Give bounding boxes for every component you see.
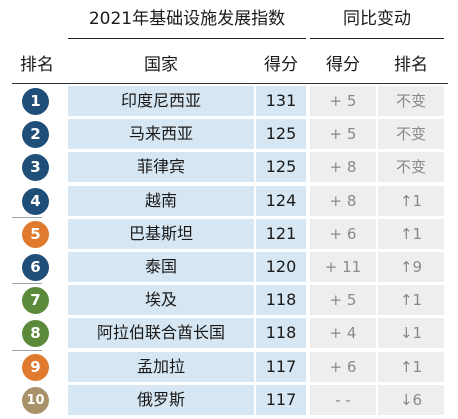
country-cell: 马来西亚 bbox=[68, 119, 254, 150]
group-separator bbox=[12, 216, 42, 218]
header-rule bbox=[12, 83, 448, 84]
score-change-cell: + 4 bbox=[310, 318, 376, 349]
table-row: 7 埃及 118 + 5 ↑1 bbox=[0, 285, 458, 318]
rank-change-cell: ↑1 bbox=[378, 285, 444, 316]
table-row: 5 巴基斯坦 121 + 6 ↑1 bbox=[0, 218, 458, 252]
rank-badge: 9 bbox=[22, 353, 49, 381]
score-cell: 121 bbox=[256, 218, 306, 249]
score-change-column-header: 得分 bbox=[326, 55, 360, 75]
table-row: 8 阿拉伯联合酋长国 118 + 4 ↓1 bbox=[0, 318, 458, 351]
score-change-cell: + 6 bbox=[310, 218, 376, 249]
index-group-title: 2021年基础设施发展指数 bbox=[88, 9, 286, 29]
table-row: 3 菲律宾 125 + 8 不变 bbox=[0, 152, 458, 185]
score-cell: 131 bbox=[256, 86, 306, 116]
rank-badge: 1 bbox=[22, 88, 49, 115]
index-group-underline bbox=[68, 38, 306, 39]
country-cell: 孟加拉 bbox=[68, 351, 254, 382]
score-cell: 118 bbox=[256, 285, 306, 316]
rank-change-cell: ↑1 bbox=[378, 218, 444, 249]
rank-badge: 7 bbox=[22, 287, 49, 315]
country-cell: 泰国 bbox=[68, 252, 254, 282]
country-column-header: 国家 bbox=[144, 55, 178, 75]
table-row: 4 越南 124 + 8 ↑1 bbox=[0, 185, 458, 219]
table-row: 6 泰国 120 + 11 ↑9 bbox=[0, 252, 458, 285]
rank-change-cell: ↓6 bbox=[378, 384, 444, 415]
score-change-cell: + 5 bbox=[310, 285, 376, 316]
group-separator bbox=[12, 283, 42, 285]
score-change-cell: + 6 bbox=[310, 351, 376, 382]
change-group-underline bbox=[310, 38, 444, 39]
country-cell: 巴基斯坦 bbox=[68, 218, 254, 249]
rank-column-header: 排名 bbox=[20, 55, 54, 75]
rank-change-cell: ↓1 bbox=[378, 318, 444, 349]
rank-change-cell: 不变 bbox=[378, 86, 444, 116]
score-change-cell: + 11 bbox=[310, 252, 376, 282]
score-column-header: 得分 bbox=[264, 55, 298, 75]
rank-badge: 10 bbox=[22, 386, 49, 414]
table-row: 10 俄罗斯 117- - ↓6 bbox=[0, 384, 458, 418]
rank-change-column-header: 排名 bbox=[394, 55, 428, 75]
score-change-cell: + 5 bbox=[310, 86, 376, 116]
rank-badge: 8 bbox=[22, 320, 49, 348]
score-cell: 125 bbox=[256, 152, 306, 183]
change-group-title: 同比变动 bbox=[343, 9, 411, 29]
rank-badge: 3 bbox=[22, 154, 49, 182]
score-change-cell: - - bbox=[310, 384, 376, 415]
score-cell: 124 bbox=[256, 185, 306, 216]
table-row: 2 马来西亚 125 + 5 不变 bbox=[0, 119, 458, 152]
score-change-cell: + 8 bbox=[310, 185, 376, 216]
country-cell: 阿拉伯联合酋长国 bbox=[68, 318, 254, 349]
score-cell: 118 bbox=[256, 318, 306, 349]
rank-badge: 5 bbox=[22, 220, 49, 248]
score-change-cell: + 5 bbox=[310, 119, 376, 150]
rank-badge: 2 bbox=[22, 121, 49, 149]
rank-change-cell: 不变 bbox=[378, 152, 444, 183]
country-cell: 印度尼西亚 bbox=[68, 86, 254, 116]
rank-change-cell: ↑1 bbox=[378, 351, 444, 382]
rank-badge: 4 bbox=[22, 187, 49, 215]
group-separator bbox=[12, 349, 42, 351]
score-cell: 125 bbox=[256, 119, 306, 150]
rank-change-cell: ↑1 bbox=[378, 185, 444, 216]
country-cell: 菲律宾 bbox=[68, 152, 254, 183]
table-row: 1 印度尼西亚 131 + 5 不变 bbox=[0, 86, 458, 119]
country-cell: 埃及 bbox=[68, 285, 254, 316]
rank-badge: 6 bbox=[22, 254, 49, 281]
score-cell: 120 bbox=[256, 252, 306, 282]
score-cell: 117 bbox=[256, 351, 306, 382]
rank-change-cell: ↑9 bbox=[378, 252, 444, 282]
table-row: 9 孟加拉 117 + 6 ↑1 bbox=[0, 351, 458, 385]
score-cell: 117 bbox=[256, 384, 306, 415]
country-cell: 俄罗斯 bbox=[68, 384, 254, 415]
score-change-cell: + 8 bbox=[310, 152, 376, 183]
country-cell: 越南 bbox=[68, 185, 254, 216]
rank-change-cell: 不变 bbox=[378, 119, 444, 150]
